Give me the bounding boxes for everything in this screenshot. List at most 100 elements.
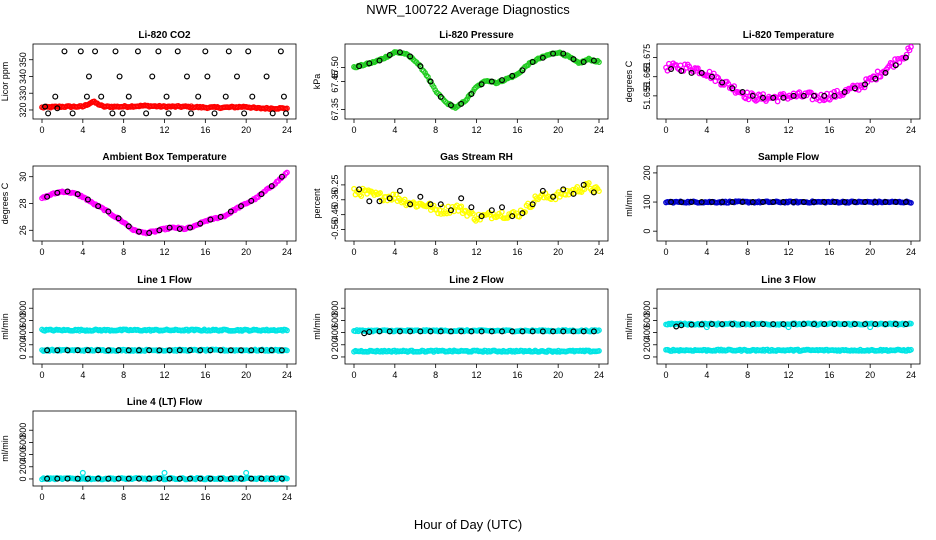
data-point [872, 321, 879, 328]
data-point [146, 347, 153, 354]
x-tick-label: 8 [745, 370, 750, 380]
y-tick-label: 400 [642, 325, 652, 340]
data-point [516, 213, 523, 220]
y-tick-label: 200 [18, 459, 28, 474]
data-point [125, 347, 132, 354]
data-point [386, 51, 393, 58]
x-tick-label: 16 [200, 125, 210, 135]
data-point [882, 321, 889, 328]
data-point [509, 213, 516, 220]
data-point [908, 199, 914, 206]
data-point [125, 223, 132, 230]
data-point [590, 328, 597, 335]
data-point [427, 78, 434, 85]
data-point [227, 208, 234, 215]
data-point [396, 187, 403, 194]
y-tick-label: 600 [330, 313, 340, 328]
data-point [695, 65, 701, 72]
data-point [468, 328, 475, 335]
panel-title: Li-820 Pressure [439, 30, 514, 41]
data-point [437, 93, 444, 100]
data-point [183, 73, 190, 80]
data-point [586, 180, 592, 186]
data-point [703, 324, 710, 331]
data-point [529, 58, 536, 65]
data-point [560, 50, 567, 57]
x-tick-label: 24 [282, 370, 292, 380]
data-point [580, 181, 587, 188]
data-point [156, 227, 163, 234]
data-point [770, 199, 777, 206]
data-point [64, 188, 71, 195]
y-tick-label: 600 [642, 313, 652, 328]
x-tick-label: 0 [351, 370, 356, 380]
data-point [902, 321, 909, 328]
series-temp-all [663, 44, 914, 105]
x-tick-label: 12 [159, 125, 169, 135]
y-tick-label: -0.55 [330, 219, 340, 240]
data-point [811, 321, 818, 328]
data-point [570, 190, 577, 197]
data-point [44, 475, 51, 482]
data-point [263, 73, 270, 80]
data-point [166, 224, 173, 231]
data-point [54, 475, 61, 482]
data-point [902, 199, 909, 206]
x-tick-label: 24 [906, 125, 916, 135]
y-tick-label: 400 [18, 447, 28, 462]
data-point [161, 469, 168, 476]
series-temp-avg [668, 54, 909, 101]
y-tick-label: 28 [18, 198, 28, 208]
data-point [596, 59, 602, 65]
data-point [45, 110, 52, 117]
data-point [550, 193, 557, 200]
data-point [393, 191, 399, 198]
data-point [64, 475, 71, 482]
data-point [821, 92, 828, 99]
data-point [95, 347, 102, 354]
data-point [458, 328, 465, 335]
y-tick-label: 320 [18, 102, 28, 117]
x-tick-label: 12 [159, 492, 169, 502]
data-point [590, 189, 597, 196]
data-point [376, 198, 383, 205]
x-tick-label: 12 [471, 125, 481, 135]
data-point [739, 89, 746, 96]
data-point [217, 475, 224, 482]
data-point [217, 213, 224, 220]
data-point [156, 347, 163, 354]
y-tick-label: 400 [18, 325, 28, 340]
y-tick-label: 51.675 [642, 44, 652, 72]
data-point [396, 49, 403, 56]
y-tick-label: 0 [642, 354, 652, 359]
y-axis-label: ml/min [0, 313, 10, 340]
data-point [165, 110, 172, 117]
data-point [356, 63, 363, 70]
x-tick-label: 8 [121, 247, 126, 257]
x-tick-label: 8 [121, 125, 126, 135]
data-point [248, 347, 255, 354]
data-point [282, 110, 289, 117]
x-tick-label: 8 [745, 125, 750, 135]
x-tick-label: 12 [783, 125, 793, 135]
data-point [478, 81, 485, 88]
x-tick-label: 0 [351, 125, 356, 135]
data-point [238, 475, 245, 482]
data-point [719, 321, 726, 328]
x-tick-label: 16 [512, 247, 522, 257]
y-tick-label: 0 [18, 476, 28, 481]
data-point [134, 48, 141, 55]
data-point [109, 110, 116, 117]
panel-4: Gas Stream RH percent 0 4 8 12 16 20 24 -0.55-0.4… [312, 152, 609, 257]
data-point [258, 475, 265, 482]
data-point [115, 347, 122, 354]
data-point [831, 321, 838, 328]
data-point [574, 184, 581, 190]
data-point [258, 347, 265, 354]
series-line2-low [351, 347, 602, 355]
data-point [861, 84, 868, 91]
x-tick-label: 16 [200, 370, 210, 380]
data-point [841, 321, 848, 328]
panel-2: Li-820 Temperature degrees C 0 4 8 12 16 20 24 51… [624, 30, 921, 135]
y-tick-label: 67.50 [330, 56, 340, 79]
